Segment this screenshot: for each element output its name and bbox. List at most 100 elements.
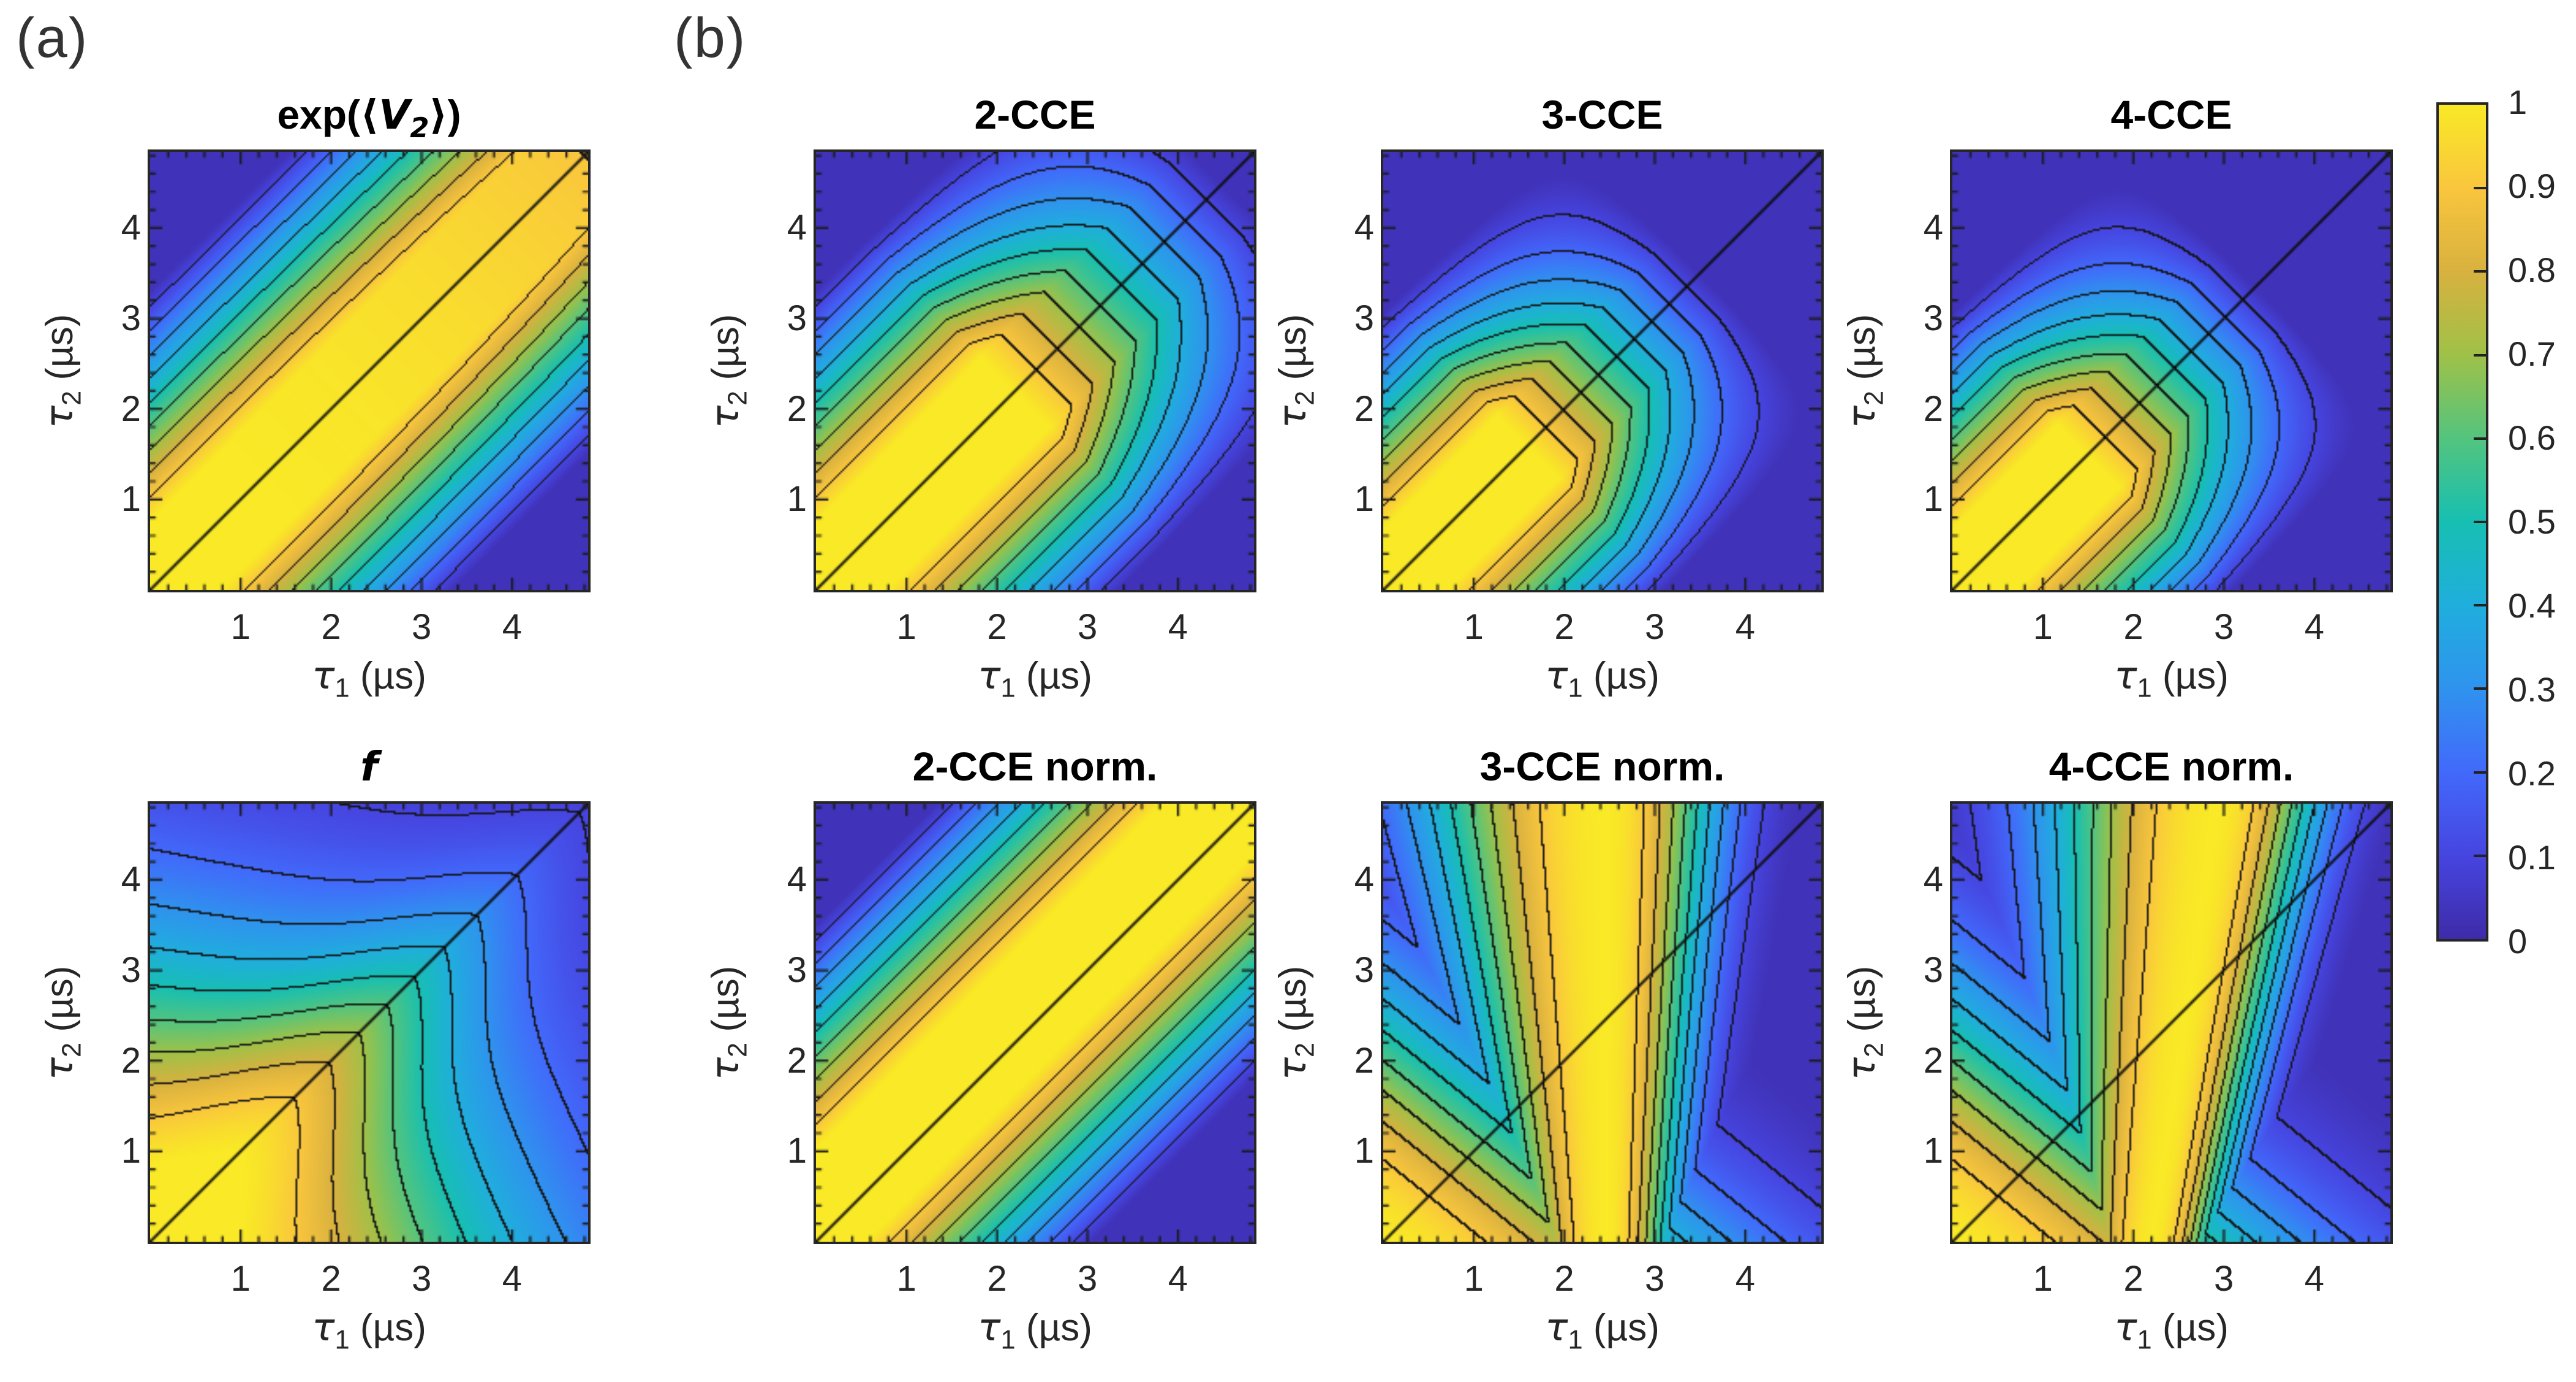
ytick-cce3_norm-4: 4 [1354,859,1374,900]
colorbar-label-0.3: 0.3 [2508,670,2556,709]
xtick-cce2_norm-4: 4 [1168,1259,1188,1299]
yaxis-label-cce4_norm: τ2 (µs) [1839,965,1889,1080]
xtick-cce2-1: 1 [896,607,916,647]
yaxis-label-cce2: τ2 (µs) [703,314,753,428]
contour-canvas-exp_v2 [150,152,588,590]
ytick-f-2: 2 [121,1040,141,1081]
xtick-f-2: 2 [321,1259,341,1299]
ytick-cce3_norm-3: 3 [1354,950,1374,990]
xtick-cce3_norm-3: 3 [1645,1259,1665,1299]
plot-title-exp_v2: exp(⟨V2⟩) [277,91,461,145]
plot-frame-cce4_norm [1950,801,2393,1244]
xtick-cce4_norm-4: 4 [2304,1259,2325,1299]
colorbar-tick-0.2 [2474,771,2486,774]
plot-frame-cce4 [1950,149,2393,592]
plot-title-cce4: 4-CCE [2110,92,2232,137]
xtick-cce2_norm-3: 3 [1078,1259,1098,1299]
ytick-exp_v2-3: 3 [121,298,141,338]
ytick-cce3-2: 2 [1354,388,1374,429]
ytick-cce4_norm-4: 4 [1923,859,1943,900]
yaxis-label-cce3_norm: τ2 (µs) [1270,965,1320,1080]
xtick-exp_v2-4: 4 [502,607,523,647]
xtick-exp_v2-2: 2 [321,607,341,647]
ytick-exp_v2-4: 4 [121,208,141,248]
colorbar-label-0.4: 0.4 [2508,586,2556,625]
ytick-cce4-3: 3 [1923,298,1943,338]
colorbar-tick-0.4 [2474,604,2486,607]
contour-canvas-cce4 [1952,152,2390,590]
xtick-cce3-2: 2 [1554,607,1574,647]
plot-title-cce2_norm: 2-CCE norm. [912,744,1158,789]
ytick-cce2-1: 1 [787,479,807,519]
plot-title-cce3_norm: 3-CCE norm. [1479,744,1725,789]
xtick-cce3_norm-4: 4 [1735,1259,1756,1299]
ytick-cce2-3: 3 [787,298,807,338]
xaxis-label-cce2: τ1 (µs) [978,653,1092,703]
colorbar-label-0.7: 0.7 [2508,334,2556,373]
colorbar-label-0.2: 0.2 [2508,754,2556,793]
colorbar [2436,102,2488,942]
ytick-cce2_norm-1: 1 [787,1131,807,1171]
ytick-exp_v2-1: 1 [121,479,141,519]
ytick-cce4_norm-3: 3 [1923,950,1943,990]
ytick-cce3_norm-1: 1 [1354,1131,1374,1171]
ytick-f-4: 4 [121,859,141,900]
contour-canvas-cce2_norm [816,804,1254,1242]
contour-canvas-cce2 [816,152,1254,590]
xtick-f-3: 3 [412,1259,432,1299]
xtick-f-1: 1 [230,1259,251,1299]
ytick-cce2_norm-2: 2 [787,1040,807,1081]
contour-canvas-cce3_norm [1383,804,1821,1242]
ytick-cce4-4: 4 [1923,208,1943,248]
colorbar-label-0.9: 0.9 [2508,167,2556,205]
colorbar-label-0.8: 0.8 [2508,251,2556,289]
xtick-cce3-3: 3 [1645,607,1665,647]
colorbar-tick-0.1 [2474,854,2486,857]
xtick-cce4-1: 1 [2033,607,2053,647]
xtick-cce2_norm-1: 1 [896,1259,916,1299]
xtick-cce4-2: 2 [2123,607,2144,647]
ytick-cce3_norm-2: 2 [1354,1040,1374,1081]
yaxis-label-cce2_norm: τ2 (µs) [703,965,753,1080]
plot-title-cce4_norm: 4-CCE norm. [2049,744,2294,789]
xtick-cce4_norm-2: 2 [2123,1259,2144,1299]
xtick-cce4_norm-1: 1 [2033,1259,2053,1299]
plot-frame-cce2_norm [814,801,1256,1244]
xaxis-label-cce3_norm: τ1 (µs) [1545,1305,1660,1355]
xtick-cce4-3: 3 [2214,607,2234,647]
xaxis-label-cce2_norm: τ1 (µs) [978,1305,1092,1355]
ytick-f-1: 1 [121,1131,141,1171]
colorbar-tick-0.5 [2474,521,2486,523]
plot-frame-cce2 [814,149,1256,592]
plot-frame-f [148,801,591,1244]
colorbar-label-0.1: 0.1 [2508,838,2556,877]
contour-canvas-cce3 [1383,152,1821,590]
ytick-cce2_norm-4: 4 [787,859,807,900]
xtick-cce4-4: 4 [2304,607,2325,647]
ytick-cce4_norm-1: 1 [1923,1131,1943,1171]
yaxis-label-cce3: τ2 (µs) [1270,314,1320,428]
ytick-cce4_norm-2: 2 [1923,1040,1943,1081]
ytick-cce3-4: 4 [1354,208,1374,248]
xtick-cce3_norm-2: 2 [1554,1259,1574,1299]
xtick-cce3_norm-1: 1 [1464,1259,1484,1299]
xaxis-label-f: τ1 (µs) [312,1305,426,1355]
plot-frame-exp_v2 [148,149,591,592]
yaxis-label-f: τ2 (µs) [37,965,87,1080]
colorbar-tick-0.9 [2474,187,2486,190]
contour-canvas-cce4_norm [1952,804,2390,1242]
xtick-cce2-4: 4 [1168,607,1188,647]
xtick-cce4_norm-3: 3 [2214,1259,2234,1299]
ytick-cce3-3: 3 [1354,298,1374,338]
contour-canvas-f [150,804,588,1242]
xtick-cce3-1: 1 [1464,607,1484,647]
xtick-cce3-4: 4 [1735,607,1756,647]
yaxis-label-exp_v2: τ2 (µs) [37,314,87,428]
ytick-cce4-1: 1 [1923,479,1943,519]
plot-title-cce2: 2-CCE [974,92,1096,137]
colorbar-label-0.5: 0.5 [2508,502,2556,541]
plot-frame-cce3 [1381,149,1824,592]
ytick-cce2-2: 2 [787,388,807,429]
ytick-f-3: 3 [121,950,141,990]
